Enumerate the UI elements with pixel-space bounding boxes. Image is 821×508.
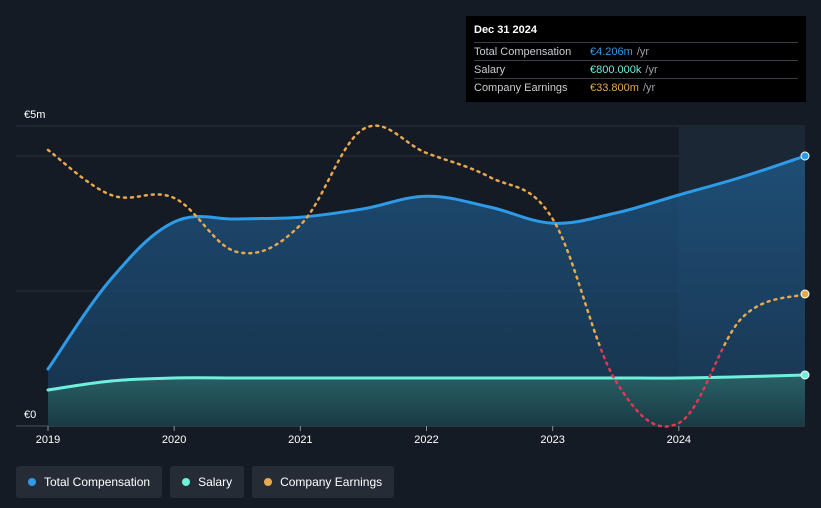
total-compensation-area (48, 156, 805, 426)
legend: Total Compensation Salary Company Earnin… (16, 466, 395, 498)
tooltip-label: Total Compensation (474, 45, 572, 58)
company-earnings-line-low (599, 348, 725, 428)
x-tick-label: 2019 (36, 434, 60, 446)
tooltip: Dec 31 2024 Total Compensation €4.206m /… (466, 16, 806, 102)
salary-line (46, 373, 807, 392)
tooltip-value: €4.206m (590, 45, 633, 58)
x-tick-label: 2022 (414, 434, 438, 446)
company-earnings-end-point (800, 289, 810, 299)
tooltip-label: Salary (474, 63, 506, 76)
legend-dot-icon (264, 478, 273, 486)
chart-lines (46, 124, 807, 428)
legend-label: Company Earnings (280, 475, 383, 489)
tooltip-row-salary: Salary €800.000k /yr (474, 60, 798, 78)
legend-dot-icon (182, 478, 191, 486)
legend-item-total-compensation[interactable]: Total Compensation (16, 466, 163, 498)
tooltip-date: Dec 31 2024 (474, 24, 537, 36)
total-compensation-line (46, 154, 807, 371)
x-tick-label: 2024 (667, 434, 691, 446)
tooltip-value: €33.800m (590, 81, 639, 94)
tooltip-unit: /yr (636, 45, 650, 58)
x-axis: 2019 2020 2021 2022 2023 2024 (36, 426, 691, 446)
legend-item-company-earnings[interactable]: Company Earnings (252, 466, 395, 498)
tooltip-unit: /yr (642, 81, 656, 94)
tooltip-value: €800.000k (590, 63, 642, 76)
salary-area (48, 375, 805, 426)
legend-label: Salary (198, 475, 233, 489)
tooltip-unit: /yr (645, 63, 658, 76)
company-earnings-line (46, 124, 807, 348)
y-tick-zero: €0 (24, 409, 36, 421)
x-tick-label: 2020 (162, 434, 186, 446)
tooltip-row-total-compensation: Total Compensation €4.206m /yr (474, 42, 798, 60)
total-compensation-end-point (800, 151, 810, 161)
legend-label: Total Compensation (44, 475, 151, 489)
tooltip-label: Company Earnings (474, 81, 568, 94)
y-axis: €5m €0 (24, 109, 45, 421)
salary-end-point (800, 370, 810, 380)
y-tick-max: €5m (24, 109, 45, 121)
x-tick-label: 2021 (288, 434, 312, 446)
x-tick-label: 2023 (540, 434, 564, 446)
chart-end-points (800, 151, 810, 380)
chart-areas (48, 156, 805, 426)
legend-dot-icon (28, 478, 36, 486)
legend-item-salary[interactable]: Salary (170, 466, 245, 498)
tooltip-row-company-earnings: Company Earnings €33.800m /yr (474, 78, 798, 96)
